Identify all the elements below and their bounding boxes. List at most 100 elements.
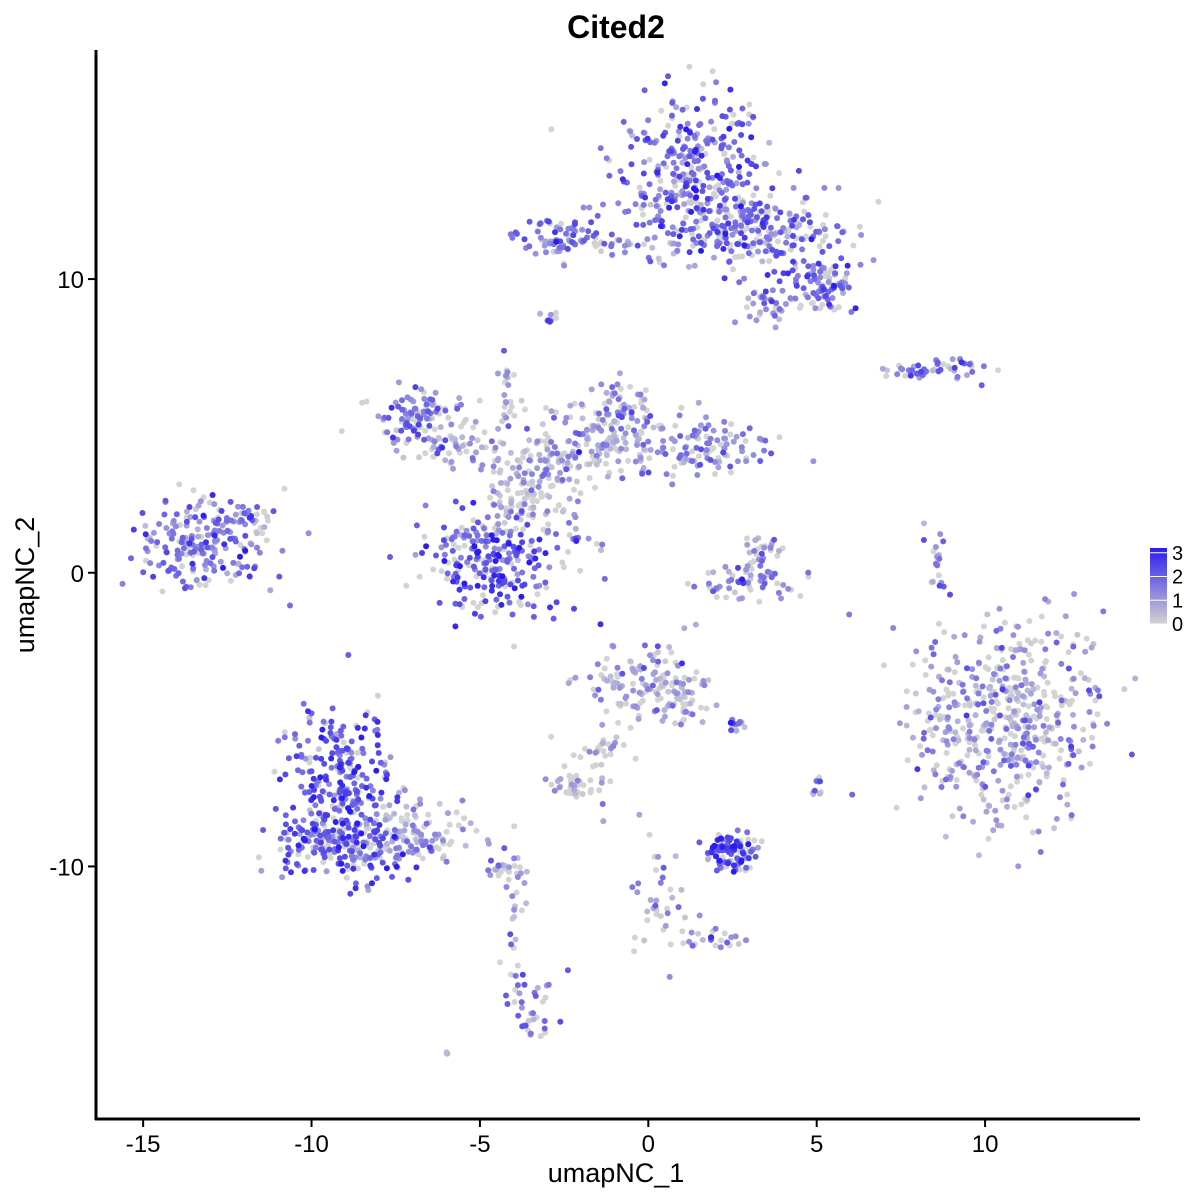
cell-point bbox=[600, 748, 607, 754]
cell-point bbox=[758, 557, 765, 564]
cell-point bbox=[997, 746, 1004, 753]
cell-point bbox=[318, 755, 325, 762]
cell-point bbox=[162, 497, 169, 504]
cell-point bbox=[711, 254, 717, 261]
cell-point bbox=[682, 455, 689, 462]
cell-point bbox=[323, 737, 330, 744]
cell-point bbox=[718, 937, 724, 944]
color-legend-bar bbox=[1150, 548, 1167, 624]
cell-point bbox=[707, 457, 714, 463]
cell-point bbox=[241, 510, 248, 517]
cell-point bbox=[482, 538, 489, 545]
cell-point bbox=[524, 521, 531, 528]
cell-point bbox=[598, 547, 604, 554]
cell-point bbox=[504, 480, 511, 487]
cell-point bbox=[969, 368, 976, 375]
cell-point bbox=[1013, 761, 1020, 768]
cell-point bbox=[594, 540, 600, 547]
cell-point bbox=[1037, 670, 1044, 677]
cell-point bbox=[574, 777, 581, 784]
cell-point bbox=[566, 772, 573, 779]
cell-point bbox=[771, 268, 778, 275]
cell-point bbox=[681, 201, 688, 208]
cell-point bbox=[1038, 638, 1045, 645]
cell-point bbox=[662, 679, 669, 686]
cell-point bbox=[448, 458, 455, 465]
x-tick-label: -10 bbox=[294, 1131, 329, 1158]
cell-point bbox=[762, 248, 769, 255]
cell-point bbox=[706, 184, 713, 191]
cell-point bbox=[554, 544, 561, 551]
cell-point bbox=[628, 409, 635, 416]
cell-point bbox=[772, 205, 779, 212]
cell-point bbox=[529, 478, 536, 485]
cell-point bbox=[1083, 635, 1090, 642]
cell-point bbox=[514, 962, 521, 969]
cell-point bbox=[312, 844, 319, 851]
cell-point bbox=[475, 519, 481, 526]
cell-point bbox=[393, 845, 400, 852]
cell-point bbox=[507, 231, 514, 238]
cell-point bbox=[282, 865, 289, 872]
cell-point bbox=[744, 179, 751, 186]
cell-point bbox=[644, 686, 651, 692]
cell-point bbox=[1068, 743, 1075, 750]
cell-point bbox=[248, 513, 255, 519]
cell-point bbox=[683, 450, 690, 457]
cell-point bbox=[348, 738, 355, 745]
cell-point bbox=[846, 611, 853, 618]
cell-point bbox=[340, 739, 347, 746]
cell-point bbox=[983, 808, 990, 815]
cell-point bbox=[399, 406, 406, 413]
cell-point bbox=[625, 424, 632, 431]
scatter-points bbox=[119, 63, 1139, 1057]
cell-point bbox=[640, 170, 647, 177]
cell-point bbox=[698, 247, 704, 254]
cell-point bbox=[343, 840, 350, 847]
cell-point bbox=[966, 746, 973, 753]
cell-point bbox=[946, 704, 953, 711]
cell-point bbox=[597, 696, 604, 703]
cell-point bbox=[652, 669, 658, 676]
cell-point bbox=[936, 582, 943, 589]
cell-point bbox=[523, 868, 530, 875]
cell-point bbox=[237, 542, 244, 548]
cell-point bbox=[640, 404, 647, 411]
cell-point bbox=[953, 783, 960, 790]
cell-point bbox=[350, 856, 357, 863]
cell-point bbox=[632, 201, 639, 208]
cell-point bbox=[546, 493, 553, 500]
cell-point bbox=[603, 155, 610, 162]
cell-point bbox=[1025, 771, 1032, 778]
cell-point bbox=[710, 588, 717, 595]
cell-point bbox=[982, 783, 989, 790]
cell-point bbox=[653, 203, 660, 209]
cell-point bbox=[456, 586, 463, 593]
cell-point bbox=[317, 832, 324, 839]
cell-point bbox=[512, 229, 519, 236]
cell-point bbox=[652, 217, 659, 224]
cell-point bbox=[379, 835, 386, 842]
cell-point bbox=[697, 461, 704, 468]
cell-point bbox=[550, 615, 557, 622]
x-axis-title: umapNC_1 bbox=[548, 1158, 685, 1188]
cell-point bbox=[787, 295, 794, 302]
cell-point bbox=[211, 538, 218, 544]
cell-point bbox=[555, 502, 562, 509]
cell-point bbox=[909, 661, 916, 668]
cell-point bbox=[698, 152, 705, 159]
cell-point bbox=[521, 448, 528, 455]
cell-point bbox=[776, 547, 782, 554]
cell-point bbox=[587, 674, 594, 681]
cell-point bbox=[355, 865, 361, 872]
cell-point bbox=[508, 971, 514, 978]
cell-point bbox=[672, 720, 679, 727]
cell-point bbox=[750, 300, 757, 307]
cell-point bbox=[172, 523, 179, 530]
cell-point bbox=[546, 564, 553, 571]
cell-point bbox=[369, 787, 376, 794]
cell-point bbox=[393, 863, 400, 870]
cell-point bbox=[508, 941, 515, 948]
cell-point bbox=[684, 161, 691, 168]
cell-point bbox=[566, 476, 573, 483]
